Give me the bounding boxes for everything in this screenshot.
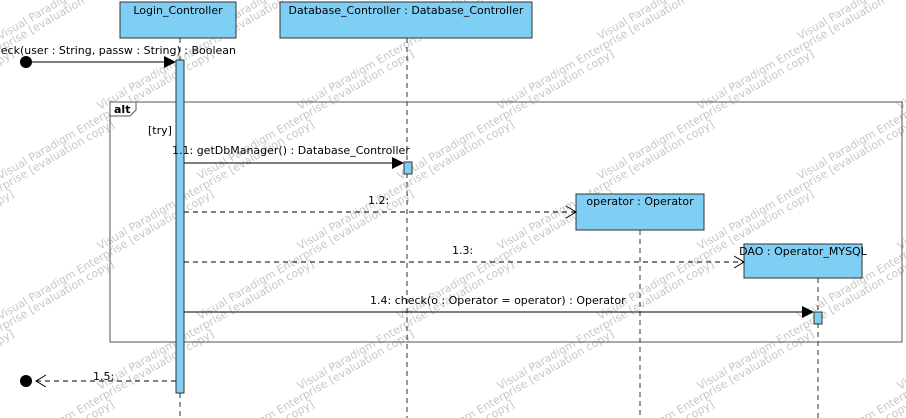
frame-tab bbox=[109, 101, 137, 117]
message-label: 1.2: bbox=[368, 194, 389, 207]
lifeline-head bbox=[119, 1, 237, 39]
arrowhead bbox=[35, 374, 47, 388]
watermark: Visual Paradigm Enterprise [evaluation c… bbox=[695, 117, 906, 252]
watermark: Visual Paradigm Enterprise [evaluation c… bbox=[195, 47, 416, 182]
message-label: check(user : String, passw : String) : B… bbox=[0, 44, 236, 57]
watermark: Visual Paradigm Enterprise [evaluation c… bbox=[95, 257, 316, 392]
watermark: Visual Paradigm Enterprise [evaluation c… bbox=[395, 47, 616, 182]
lifeline-head bbox=[575, 193, 705, 231]
watermark: Visual Paradigm Enterprise [evaluation c… bbox=[495, 117, 716, 252]
lifeline-label: operator : Operator bbox=[586, 195, 694, 208]
alt-frame bbox=[109, 101, 903, 343]
watermark: Visual Paradigm Enterprise [evaluation c… bbox=[895, 0, 906, 113]
watermark: Visual Paradigm Enterprise [evaluation c… bbox=[495, 257, 716, 392]
arrowhead bbox=[733, 255, 745, 269]
lifeline-label: DAO : Operator_MYSQL bbox=[739, 245, 868, 258]
arrowhead bbox=[565, 205, 577, 219]
lifeline-head bbox=[279, 1, 533, 39]
message-label: 1.1: getDbManager() : Database_Controlle… bbox=[172, 144, 410, 157]
message-label: 1.5: bbox=[93, 370, 114, 383]
lifeline-label: Login_Controller bbox=[133, 4, 223, 17]
guard: [try] bbox=[148, 124, 172, 137]
watermark: Visual Paradigm Enterprise [evaluation c… bbox=[295, 117, 516, 252]
lost-point bbox=[20, 375, 32, 387]
activation bbox=[403, 161, 413, 175]
watermark: Visual Paradigm Enterprise [evaluation c… bbox=[95, 117, 316, 252]
activation bbox=[813, 311, 823, 325]
watermark: Visual Paradigm Enterprise [evaluation c… bbox=[0, 327, 16, 418]
arrowhead bbox=[392, 157, 404, 169]
lifeline-label: Database_Controller : Database_Controlle… bbox=[289, 4, 524, 17]
arrowhead bbox=[164, 56, 176, 68]
arrowhead bbox=[802, 306, 814, 318]
message-label: 1.3: bbox=[452, 244, 473, 257]
fragment-operator: alt bbox=[114, 103, 130, 116]
activation bbox=[175, 59, 185, 394]
message-label: 1.4: check(o : Operator = operator) : Op… bbox=[370, 294, 626, 307]
lifeline-head bbox=[743, 243, 863, 279]
watermark: Visual Paradigm Enterprise [evaluation c… bbox=[295, 257, 516, 392]
watermark: Visual Paradigm Enterprise [evaluation c… bbox=[595, 47, 816, 182]
